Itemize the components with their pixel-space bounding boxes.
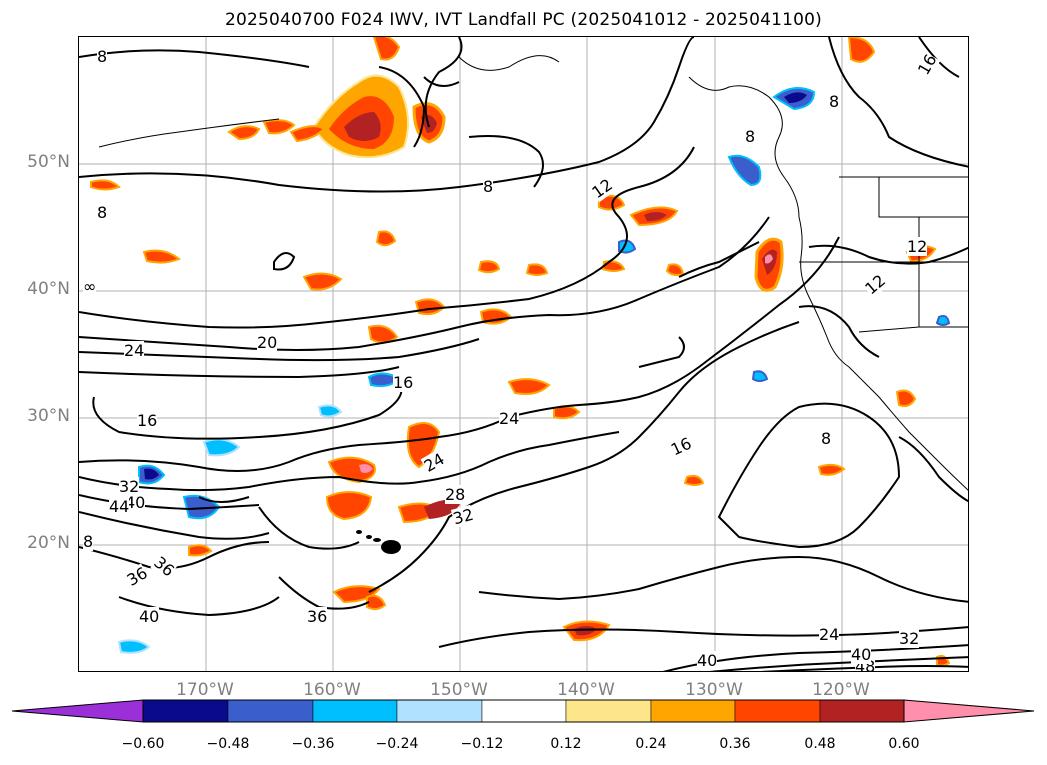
contour-label: 8 xyxy=(97,47,108,66)
contour-label: 40 xyxy=(139,607,160,626)
contour-label: 44 xyxy=(109,497,130,516)
lon-label-170w: 170°W xyxy=(176,680,234,700)
colorbar xyxy=(11,699,1035,723)
contour-label: 16 xyxy=(667,433,695,460)
contour-label: 24 xyxy=(499,409,520,428)
contour-label: 36 xyxy=(150,552,179,581)
hawaii-islands xyxy=(356,530,401,554)
contour-label: 20 xyxy=(257,333,278,352)
contour-label: 8 xyxy=(821,429,832,448)
contour-label: 36 xyxy=(307,607,328,626)
lon-label-140w: 140°W xyxy=(557,680,615,700)
contour-label: 8 xyxy=(745,127,756,146)
colorbar-tick: 0.36 xyxy=(719,736,751,752)
lat-label-30n: 30°N xyxy=(27,406,70,426)
contour-label: 32 xyxy=(450,504,476,529)
colorbar-max-extension xyxy=(903,699,1035,723)
contour-label: 8 xyxy=(83,532,94,551)
lon-label-120w: 120°W xyxy=(812,680,870,700)
contour-label: 16 xyxy=(393,373,414,392)
map-panel[interactable]: 8 8 8 8 12 12 16 16 16 20 24 24 24 28 32… xyxy=(78,36,969,672)
lat-label-50n: 50°N xyxy=(27,152,70,172)
contour-label: 8 xyxy=(97,203,108,222)
lon-label-150w: 150°W xyxy=(430,680,488,700)
colorbar-tick: 0.24 xyxy=(635,736,667,752)
contour-label: ∞ xyxy=(83,277,97,296)
contour-label: 40 xyxy=(125,493,146,512)
lon-label-160w: 160°W xyxy=(303,680,361,700)
contour-labels: 8 8 8 8 12 12 16 16 16 20 24 24 24 28 32… xyxy=(79,37,968,671)
contour-label: 16 xyxy=(137,411,158,430)
colorbar-tick: 0.60 xyxy=(888,736,920,752)
colorbar-tick: −0.36 xyxy=(291,736,335,752)
colorbar-min-extension xyxy=(11,699,144,723)
contour-label: 8 xyxy=(483,177,494,196)
colorbar-tick: −0.60 xyxy=(121,736,165,752)
colorbar-tick: −0.24 xyxy=(375,736,419,752)
contour-label: 12 xyxy=(588,174,616,203)
contour-label: 32 xyxy=(899,629,920,648)
contour-label: 12 xyxy=(861,270,890,299)
colorbar-tick: 0.12 xyxy=(550,736,582,752)
contour-label: 40 xyxy=(851,645,872,664)
contour-label: 24 xyxy=(124,341,145,360)
contour-label: 16 xyxy=(913,50,941,79)
colorbar-tick: −0.12 xyxy=(460,736,504,752)
contour-label: 24 xyxy=(819,625,840,644)
contour-label: 40 xyxy=(697,651,718,670)
coastlines xyxy=(98,55,968,491)
contour-label: 36 xyxy=(123,563,151,590)
contour-label: 8 xyxy=(829,92,840,111)
figure-title: 2025040700 F024 IWV, IVT Landfall PC (20… xyxy=(224,10,823,30)
lat-label-20n: 20°N xyxy=(27,533,70,553)
contour-label: 24 xyxy=(420,449,448,476)
contour-label: 32 xyxy=(119,477,140,496)
contour-label: 28 xyxy=(445,485,466,504)
colorbar-tick: −0.48 xyxy=(206,736,250,752)
lon-label-130w: 130°W xyxy=(685,680,743,700)
contour-label: 12 xyxy=(907,237,928,256)
colorbar-tick: 0.48 xyxy=(804,736,836,752)
lat-label-40n: 40°N xyxy=(27,279,70,299)
